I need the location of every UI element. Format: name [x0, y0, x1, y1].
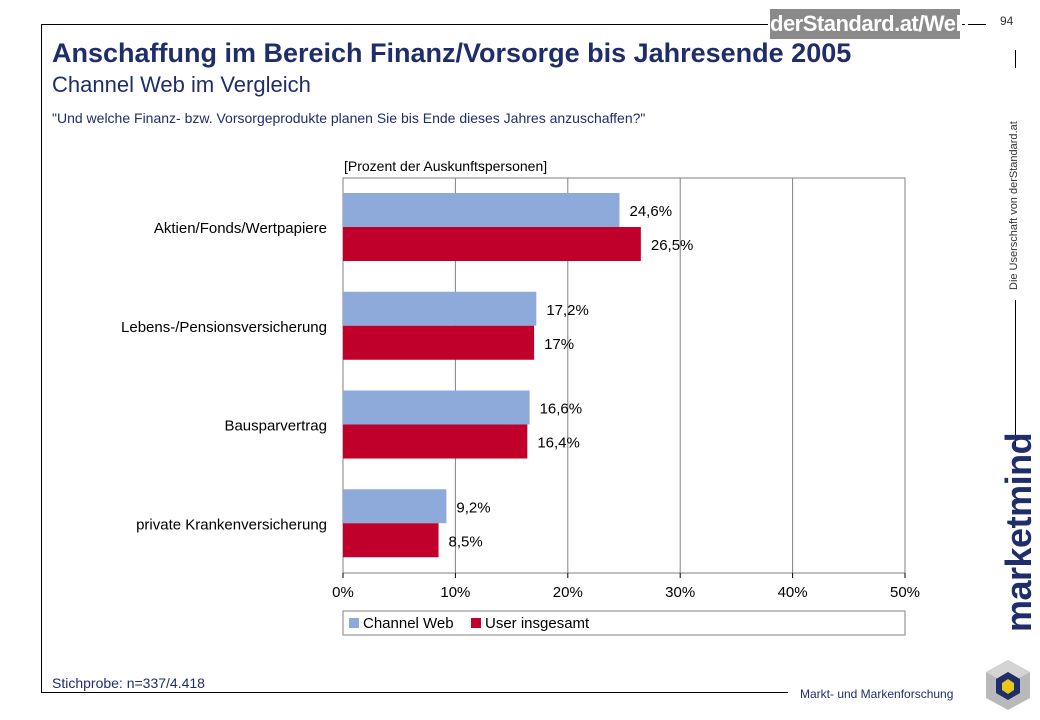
- bar-channel-web: [343, 291, 537, 326]
- frame-bottom-line: [41, 692, 788, 693]
- frame-top-line-right: [962, 24, 986, 25]
- category-label: Aktien/Fonds/Wertpapiere: [154, 220, 327, 237]
- side-caption: Die Userschaft von derStandard.at: [1008, 121, 1020, 290]
- legend-label: Channel Web: [363, 615, 454, 632]
- frame-right-line-upper: [1015, 50, 1016, 68]
- x-tick-label: 30%: [665, 584, 695, 601]
- x-tick-label: 40%: [778, 584, 808, 601]
- data-label: 8,5%: [449, 533, 483, 550]
- sample-size-note: Stichprobe: n=337/4.418: [52, 675, 205, 691]
- legend-label: User insgesamt: [485, 615, 590, 632]
- x-tick-label: 10%: [440, 584, 470, 601]
- survey-question: "Und welche Finanz- bzw. Vorsorgeprodukt…: [52, 110, 646, 126]
- data-label: 26,5%: [651, 237, 694, 254]
- frame-left-line: [41, 24, 42, 692]
- x-tick-label: 50%: [890, 584, 920, 601]
- data-label: 16,4%: [537, 435, 580, 452]
- x-tick-label: 20%: [553, 584, 583, 601]
- marketmind-logo-text: marketmind: [998, 432, 1039, 632]
- data-label: 17%: [544, 336, 574, 353]
- data-label: 9,2%: [456, 499, 490, 516]
- bar-user-insgesamt: [343, 325, 535, 360]
- frame-right-line-middle: [1015, 300, 1016, 450]
- derstandard-logo: derStandard.at/Web: [770, 9, 969, 39]
- page-subtitle: Channel Web im Vergleich: [52, 72, 311, 97]
- cube-logo-icon: [986, 660, 1030, 710]
- page-number: 94: [1000, 14, 1014, 28]
- data-label: 17,2%: [546, 302, 589, 319]
- bar-channel-web: [343, 390, 530, 425]
- bar-user-insgesamt: [343, 523, 439, 558]
- bar-channel-web: [343, 193, 620, 227]
- data-label: 16,6%: [540, 401, 583, 418]
- legend: [342, 610, 906, 636]
- bar-user-insgesamt: [343, 227, 641, 261]
- page-title: Anschaffung im Bereich Finanz/Vorsorge b…: [52, 38, 852, 68]
- legend-swatch: [471, 618, 481, 628]
- category-label: private Krankenversicherung: [136, 516, 327, 533]
- frame-top-line: [41, 24, 768, 25]
- category-label: Lebens-/Pensionsversicherung: [121, 319, 327, 336]
- chart-unit-label: [Prozent der Auskunftspersonen]: [344, 158, 548, 174]
- x-tick-label: 0%: [332, 584, 354, 601]
- category-label: Bausparvertrag: [224, 418, 327, 435]
- bar-user-insgesamt: [343, 424, 528, 459]
- bar-channel-web: [343, 489, 447, 524]
- footer-claim: Markt- und Markenforschung: [800, 687, 954, 701]
- legend-swatch: [349, 618, 359, 628]
- data-label: 24,6%: [630, 203, 673, 220]
